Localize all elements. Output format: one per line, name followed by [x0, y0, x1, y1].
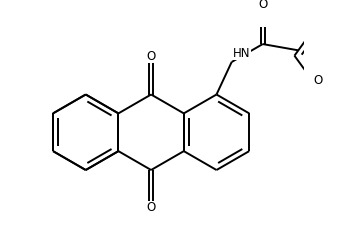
Text: O: O [258, 0, 267, 11]
Text: O: O [313, 74, 322, 87]
Text: O: O [146, 201, 156, 214]
Text: HN: HN [233, 47, 251, 60]
Text: O: O [146, 50, 156, 63]
